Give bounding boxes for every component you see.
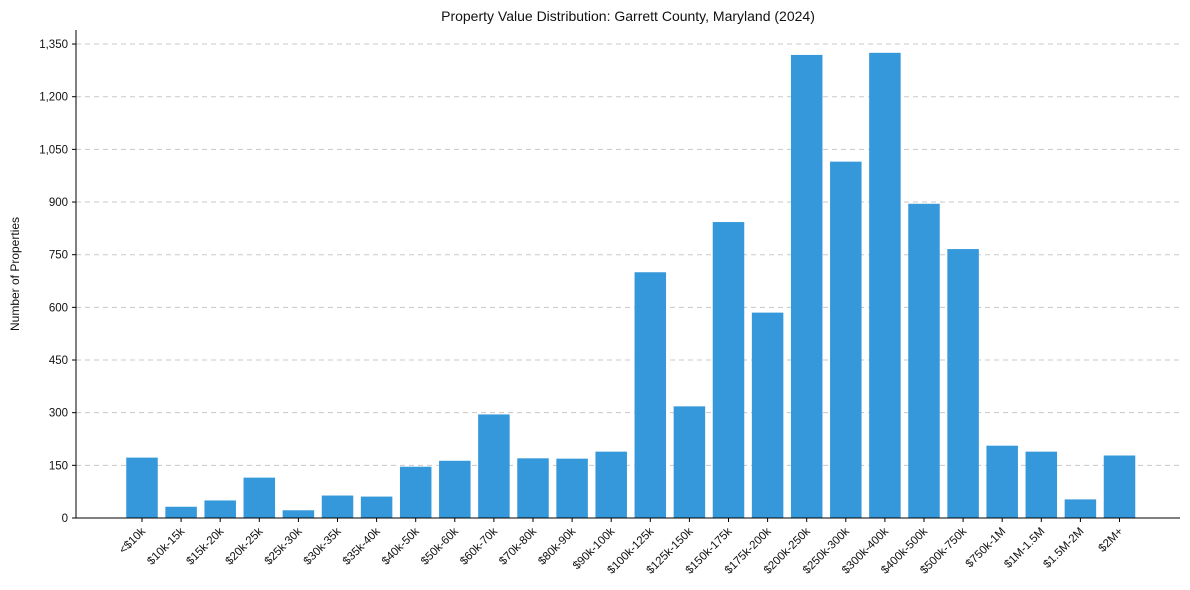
y-tick-label: 1,200 xyxy=(39,92,68,104)
y-ticks: 0 150 300 450 600 750 900 1,050 1,200 1,350 xyxy=(39,39,76,525)
bar xyxy=(790,54,823,518)
y-tick-label: 0 xyxy=(62,513,68,525)
bar xyxy=(830,161,862,519)
bar xyxy=(360,496,393,518)
bar xyxy=(399,466,432,518)
x-tick-label: $1.5M-2M xyxy=(1041,526,1086,571)
bar xyxy=(1025,451,1058,518)
y-tick-label: 300 xyxy=(49,408,68,420)
x-tick-label: $20k-25k xyxy=(223,525,265,567)
bar xyxy=(321,495,354,518)
gridlines xyxy=(76,43,1180,466)
y-tick-label: 1,350 xyxy=(39,39,68,51)
bar xyxy=(908,203,940,518)
bar xyxy=(1103,455,1136,518)
bar xyxy=(126,457,158,518)
bar xyxy=(556,458,588,518)
y-tick-label: 600 xyxy=(49,302,68,314)
x-tick-label: $70k-80k xyxy=(497,525,539,567)
bar xyxy=(165,506,197,518)
bar xyxy=(986,445,1018,518)
bar xyxy=(869,52,901,519)
bar xyxy=(243,477,276,518)
bar xyxy=(282,510,315,518)
bar xyxy=(517,458,549,518)
chart-title: Property Value Distribution: Garrett Cou… xyxy=(441,8,815,24)
x-tick-label: <$10k xyxy=(117,525,148,556)
x-tick-label: $1M-1.5M xyxy=(1002,526,1047,571)
bar xyxy=(478,414,510,518)
bar xyxy=(439,460,471,518)
bar xyxy=(204,500,236,518)
bar xyxy=(947,249,979,519)
y-tick-label: 1,050 xyxy=(39,144,68,156)
bar xyxy=(1064,499,1097,518)
x-tick-label: $50k-60k xyxy=(419,525,461,567)
x-ticks: <$10k$10k-15k$15k-20k$20k-25k$25k-30k$30… xyxy=(117,518,1126,577)
x-tick-label: $750k-1M xyxy=(964,526,1009,571)
x-tick-label: $35k-40k xyxy=(341,525,383,567)
x-tick-label: $30k-35k xyxy=(302,525,344,567)
x-tick-label: $10k-15k xyxy=(145,525,187,567)
y-axis-label: Number of Properties xyxy=(8,217,22,331)
x-tick-label: $2M+ xyxy=(1097,525,1126,554)
x-tick-label: $40k-50k xyxy=(380,525,422,567)
bar xyxy=(751,312,784,518)
y-tick-label: 450 xyxy=(49,355,68,367)
y-tick-label: 900 xyxy=(49,197,68,209)
x-tick-label: $60k-70k xyxy=(458,525,500,567)
bar xyxy=(634,272,667,518)
bar xyxy=(673,406,706,518)
x-tick-label: $25k-30k xyxy=(263,525,305,567)
bar xyxy=(712,222,745,518)
bars xyxy=(126,52,1136,519)
x-tick-label: $15k-20k xyxy=(184,525,226,567)
bar xyxy=(595,451,627,518)
y-tick-label: 750 xyxy=(49,250,68,262)
axes xyxy=(75,30,1180,519)
y-tick-label: 150 xyxy=(49,460,68,472)
